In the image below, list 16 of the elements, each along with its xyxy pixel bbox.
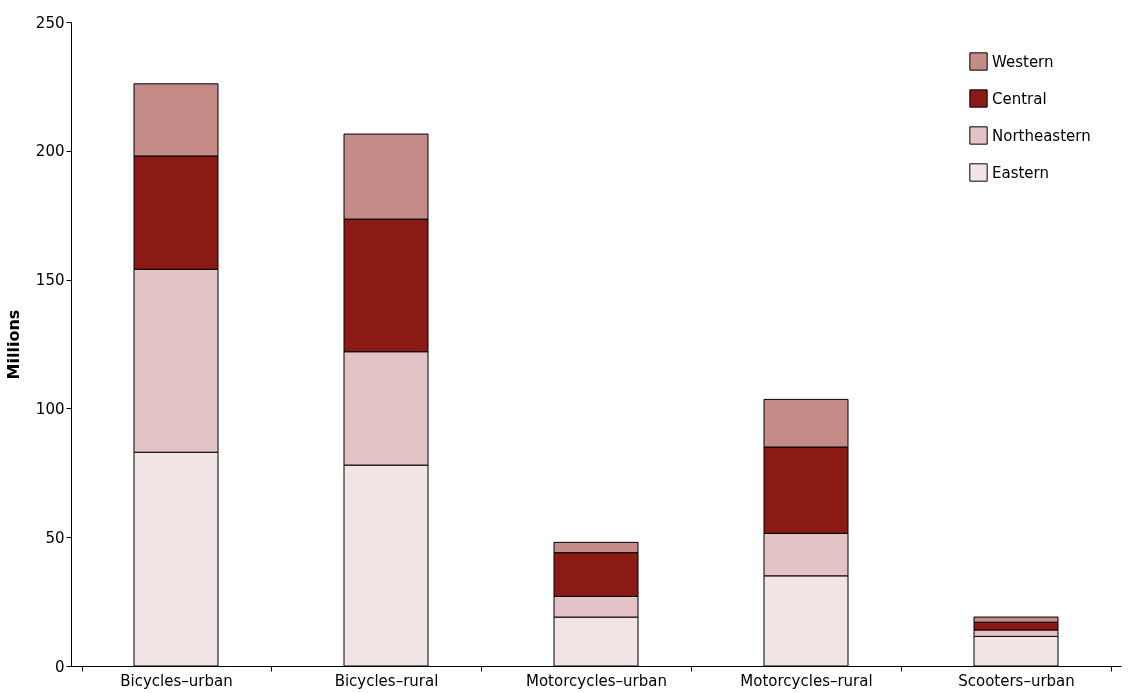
x-tick-label: Motorcycles–rural xyxy=(740,671,873,690)
y-tick-label: 100 xyxy=(35,399,65,418)
legend-label: Eastern xyxy=(992,163,1050,182)
y-tick-label: 150 xyxy=(35,271,65,290)
legend-label: Western xyxy=(992,52,1054,71)
x-tick-label: Bicycles–rural xyxy=(334,671,439,690)
y-tick-label: 200 xyxy=(35,142,65,161)
y-tick-label: 0 xyxy=(54,657,65,676)
legend-label: Central xyxy=(992,89,1047,108)
x-tick-label: Motorcycles–urban xyxy=(526,671,667,690)
y-tick-label: 50 xyxy=(45,528,65,547)
y-tick-label: 250 xyxy=(35,13,65,32)
legend-label: Northeastern xyxy=(992,126,1091,145)
x-tick-label: Bicycles–urban xyxy=(120,671,233,690)
y-axis-title: Millions xyxy=(3,309,23,380)
x-tick-label: Scooters–urban xyxy=(958,671,1075,690)
